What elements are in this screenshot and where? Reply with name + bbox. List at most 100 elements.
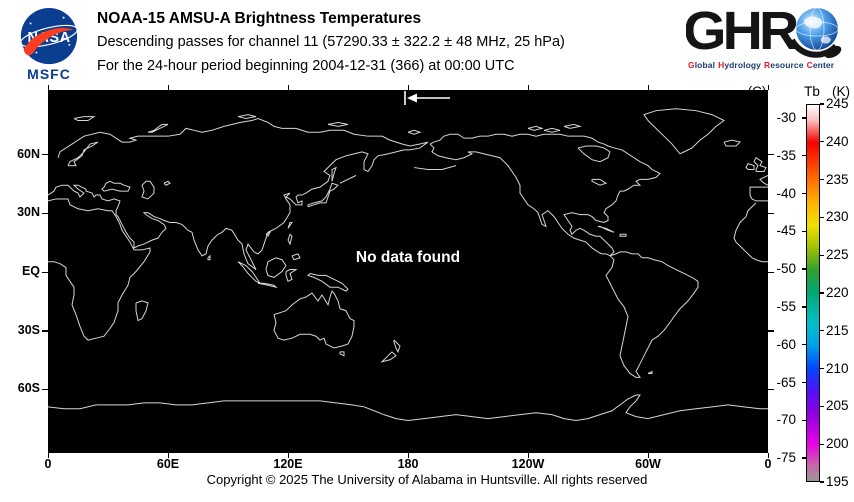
y-axis-label: 60S xyxy=(17,381,40,396)
y-tick-left xyxy=(42,154,48,156)
y-tick-right xyxy=(768,330,774,332)
coastline xyxy=(760,175,768,185)
colorbar-celsius-tick xyxy=(802,117,806,119)
colorbar-kelvin-label: 200 xyxy=(826,436,849,452)
coastline xyxy=(258,283,276,287)
colorbar-celsius-tick xyxy=(802,457,806,459)
colorbar-kelvin-label: 230 xyxy=(826,209,849,225)
colorbar-celsius-label: -60 xyxy=(776,336,796,352)
coastline xyxy=(340,175,356,183)
coastline xyxy=(136,301,148,321)
y-tick-left xyxy=(42,330,48,332)
x-tick-bottom xyxy=(647,453,649,458)
coastline xyxy=(644,109,724,154)
colorbar-celsius-tick xyxy=(802,306,806,308)
x-tick-bottom xyxy=(47,453,49,458)
coastline xyxy=(48,199,150,340)
colorbar-tb-title: Tb xyxy=(804,84,820,99)
colorbar-celsius-label: -65 xyxy=(776,374,796,390)
coastline xyxy=(592,179,606,185)
coastline xyxy=(332,168,336,182)
colorbar-kelvin-tick xyxy=(820,141,824,143)
x-tick-bottom xyxy=(527,453,529,458)
ghrc-tagline-word: Center xyxy=(806,60,835,70)
ghrc-tagline-word: Hydrology xyxy=(718,60,762,70)
coastline xyxy=(746,164,754,170)
colorbar-kelvin-tick xyxy=(820,292,824,294)
coastline xyxy=(724,140,740,146)
coastline xyxy=(578,146,610,162)
coastline xyxy=(648,372,652,374)
coastline xyxy=(528,126,542,130)
colorbar-kelvin-tick xyxy=(820,254,824,256)
coastline xyxy=(544,128,560,132)
ghrc-tagline-word: Global xyxy=(688,60,716,70)
colorbar-kelvin-label: 245 xyxy=(826,96,849,111)
nasa-insignia-icon: NASA xyxy=(20,7,78,65)
coastline xyxy=(328,122,348,126)
colorbar-kelvin-label: 240 xyxy=(826,133,849,149)
coastline xyxy=(266,258,286,278)
colorbar-celsius-tick xyxy=(802,344,806,346)
y-tick-right xyxy=(768,271,774,273)
colorbar-celsius-label: -50 xyxy=(776,261,796,277)
coastline xyxy=(750,187,768,201)
x-axis-label: 60W xyxy=(635,457,661,471)
colorbar-celsius-tick xyxy=(802,192,806,195)
coastline xyxy=(340,352,344,356)
x-tick-bottom xyxy=(167,453,169,458)
colorbar-celsius-label: -35 xyxy=(776,147,796,163)
colorbar-kelvin-tick xyxy=(820,405,824,408)
coastline xyxy=(394,340,400,352)
coastline xyxy=(620,234,626,236)
colorbar-kelvin-label: 210 xyxy=(826,360,849,376)
y-tick-left xyxy=(42,212,48,215)
y-tick-left xyxy=(42,388,48,391)
x-tick-top xyxy=(167,85,169,90)
colorbar-celsius-label: -55 xyxy=(776,298,796,314)
coastline xyxy=(408,130,420,134)
y-tick-right xyxy=(768,388,774,391)
coastline xyxy=(606,252,698,378)
x-tick-top xyxy=(527,85,529,90)
coastline xyxy=(274,291,354,348)
ghrc-mark-icon: GHR xyxy=(683,1,842,61)
x-axis-label: 0 xyxy=(44,457,52,471)
y-axis-label: 30S xyxy=(17,322,40,337)
coastline xyxy=(414,166,456,170)
x-tick-top xyxy=(767,85,769,90)
y-tick-right xyxy=(768,154,774,156)
coastline xyxy=(48,119,428,270)
ghrc-logo: GHR Global Hydrology Resource Center xyxy=(683,1,850,82)
page-title: NOAA-15 AMSU-A Brightness Temperatures xyxy=(97,10,422,27)
colorbar-kelvin-tick xyxy=(820,178,824,181)
y-axis-label: 30N xyxy=(17,205,40,220)
ghrc-letters: GHR xyxy=(686,4,799,60)
coastline xyxy=(288,234,292,244)
colorbar-celsius-label: -40 xyxy=(776,185,796,201)
colorbar-celsius-tick xyxy=(802,230,806,233)
coastline xyxy=(308,273,348,291)
x-axis-label: 60E xyxy=(156,457,180,471)
colorbar-celsius-label: -70 xyxy=(776,412,796,428)
ghrc-tagline-word: Resource xyxy=(764,60,804,70)
coastline xyxy=(754,158,766,172)
colorbar-celsius-tick xyxy=(802,268,806,270)
colorbar-kelvin-tick xyxy=(820,103,824,105)
colorbar-kelvin-title: (K) xyxy=(832,84,850,99)
coastline xyxy=(734,203,768,262)
coastline xyxy=(68,142,98,166)
colorbar-celsius-label: -30 xyxy=(776,109,796,125)
x-tick-bottom xyxy=(287,453,289,458)
nasa-logo: NASA MSFC xyxy=(14,6,84,84)
copyright-text: Copyright © 2025 The University of Alaba… xyxy=(206,472,648,487)
nasa-caption: MSFC xyxy=(27,66,71,82)
colorbar xyxy=(806,104,820,482)
colorbar-celsius-label: -75 xyxy=(776,450,796,466)
colorbar-celsius-tick xyxy=(802,419,806,422)
y-tick-left xyxy=(42,271,48,273)
x-axis-label: 120E xyxy=(273,457,303,471)
coastline xyxy=(142,181,154,199)
colorbar-celsius-title: (C) xyxy=(747,84,767,99)
